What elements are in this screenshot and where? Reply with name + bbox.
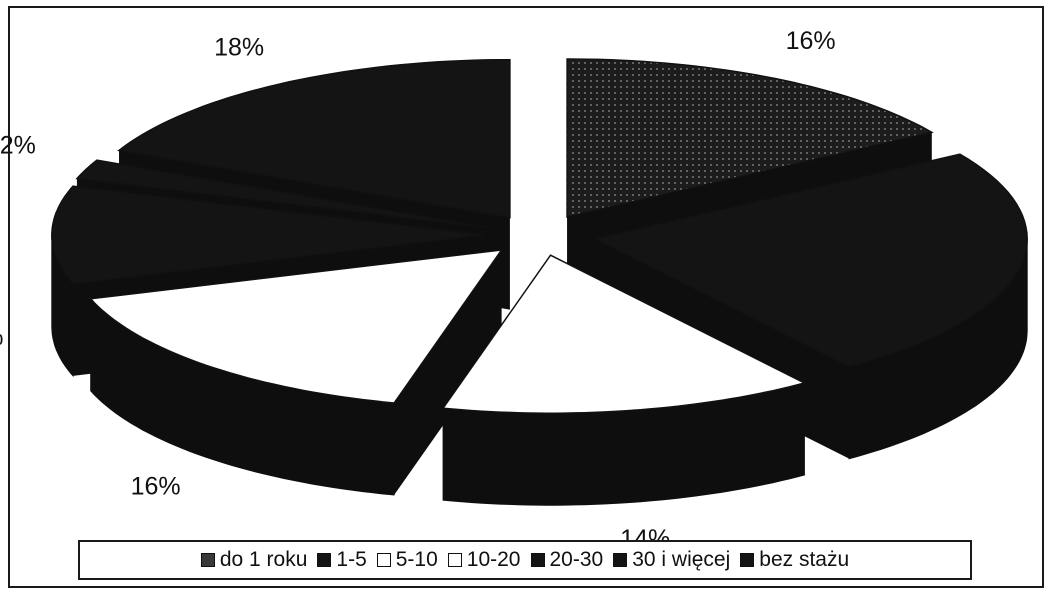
legend-item: bez stażu	[740, 548, 849, 572]
pie-slice-top	[89, 249, 504, 404]
legend-swatch	[530, 553, 545, 567]
pie-slice-10-20	[89, 249, 504, 496]
pie-slice-top	[75, 159, 488, 229]
legend-item: do 1 roku	[200, 548, 308, 572]
pie-slice-cut-face	[394, 249, 502, 496]
slice-value-label: 10%	[0, 323, 3, 351]
legend: do 1 roku 1-5 5-10 10-20 20-30 30 i więcej bez…	[78, 540, 972, 580]
legend-item: 1-5	[317, 548, 367, 572]
legend-swatch	[317, 553, 332, 567]
legend-swatch	[613, 553, 628, 567]
slice-value-label: 18%	[214, 34, 264, 62]
legend-swatch	[447, 553, 462, 567]
legend-label: 20-30	[549, 548, 604, 571]
slice-value-label: 16%	[131, 473, 181, 501]
legend-swatch	[740, 553, 755, 567]
legend-item: 10-20	[447, 548, 521, 572]
legend-label: 10-20	[466, 548, 521, 571]
slice-value-label: 16%	[786, 27, 836, 55]
pie-slice-5-10	[441, 254, 807, 506]
legend-label: do 1 roku	[219, 548, 308, 571]
pie-slice-top	[51, 185, 484, 285]
legend-swatch	[376, 553, 391, 567]
pie-slice-top	[441, 254, 807, 414]
legend-swatch	[200, 553, 215, 567]
legend-label: 30 i więcej	[632, 548, 731, 571]
legend-item: 30 i więcej	[613, 548, 730, 572]
legend-item: 5-10	[376, 548, 438, 572]
legend-label: bez stażu	[759, 548, 850, 571]
legend-label: 1-5	[336, 548, 367, 571]
legend-label: 5-10	[395, 548, 438, 571]
slice-value-label: 2%	[0, 131, 36, 159]
pie-slice-top	[592, 153, 1028, 368]
pie-slice-top	[566, 58, 934, 218]
legend-item: 20-30	[530, 548, 604, 572]
pie-slice-top	[117, 58, 511, 219]
